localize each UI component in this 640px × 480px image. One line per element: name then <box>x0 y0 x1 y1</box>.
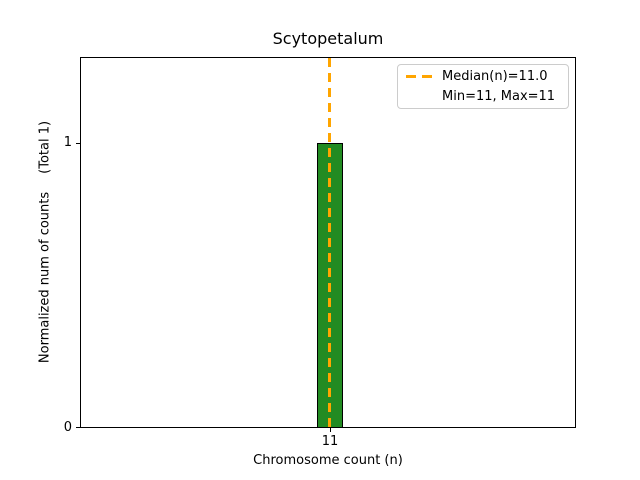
y-axis-total-text: (Total 1) <box>37 120 53 174</box>
plot-area <box>80 57 576 428</box>
legend: Median(n)=11.0 Min=11, Max=11 <box>397 64 569 109</box>
y-tick-label-1: 1 <box>63 135 72 150</box>
chart-title: Scytopetalum <box>272 29 384 48</box>
median-dashed-line-icon <box>406 75 433 79</box>
legend-label-minmax: Min=11, Max=11 <box>442 88 556 104</box>
y-tick-label-0: 0 <box>63 420 72 435</box>
y-axis-label-text: Normalized num of counts <box>37 191 53 364</box>
legend-entry-median: Median(n)=11.0 <box>406 68 560 86</box>
median-line <box>328 58 331 427</box>
x-axis-label: Chromosome count (n) <box>253 453 403 468</box>
legend-entry-minmax: Min=11, Max=11 <box>406 88 560 106</box>
x-tick-mark-11 <box>330 428 331 432</box>
x-tick-label-11: 11 <box>321 434 339 449</box>
legend-empty-handle <box>406 95 433 98</box>
y-tick-mark-0 <box>76 427 80 428</box>
legend-label-median: Median(n)=11.0 <box>442 69 548 85</box>
y-axis-label: Normalized num of counts (Total 1) <box>38 121 53 363</box>
y-tick-mark-1 <box>76 143 80 144</box>
